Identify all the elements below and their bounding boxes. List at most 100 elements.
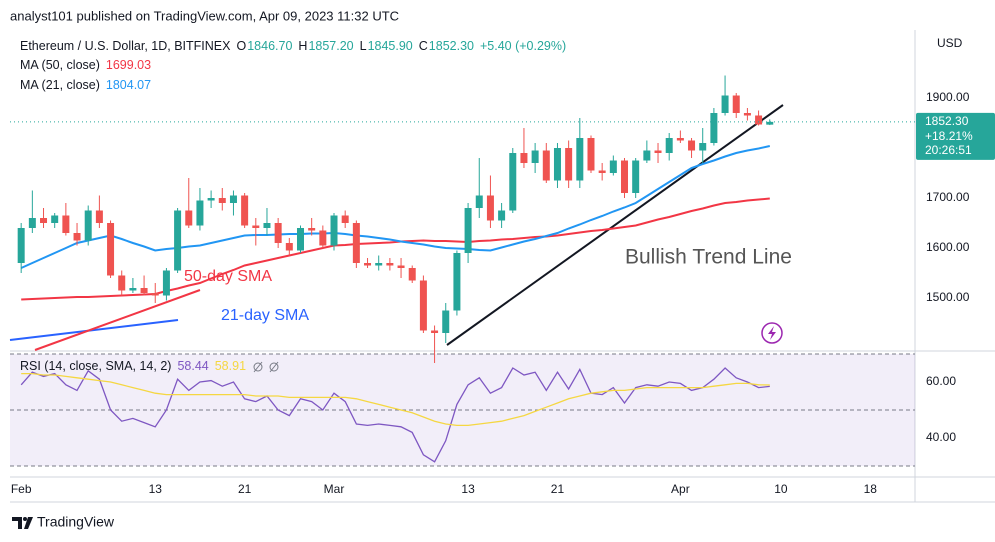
- moving-average: [20, 145, 771, 269]
- candle-body: [419, 280, 427, 331]
- candle-body: [609, 160, 617, 173]
- last-price-change: +18.21%: [925, 129, 973, 143]
- candle-body: [140, 288, 148, 293]
- candle-body: [531, 150, 539, 163]
- chart-frame: [10, 30, 995, 503]
- legend-key: O: [236, 39, 247, 53]
- candle-body: [665, 138, 673, 153]
- x-tick-label: 21: [551, 482, 565, 496]
- candle-body: [151, 293, 159, 296]
- candle-body: [565, 148, 573, 181]
- legend-value: 1857.20: [308, 39, 354, 53]
- candle-body: [721, 95, 729, 113]
- candle-body: [431, 330, 439, 333]
- candle-body: [632, 160, 640, 193]
- legend-main: Ethereum / U.S. Dollar, 1D, BITFINEX O184…: [20, 39, 572, 53]
- candle-body: [107, 223, 115, 276]
- candle-body: [643, 150, 651, 161]
- candle-body: [95, 210, 103, 223]
- legend-value: 1846.70: [247, 39, 293, 53]
- candle-body: [397, 265, 405, 268]
- legend-key: C: [418, 39, 428, 53]
- legend-ma-value: 1699.03: [105, 58, 152, 72]
- candle-body: [755, 115, 763, 125]
- annotation: 21-day SMA: [221, 307, 309, 324]
- candle-body: [475, 195, 483, 208]
- legend-ma-name: MA (50, close): [20, 58, 100, 72]
- candle-body: [73, 233, 81, 241]
- candle-body: [766, 121, 774, 125]
- candle-body: [129, 288, 137, 291]
- candle-body: [676, 138, 684, 141]
- candle-body: [296, 228, 304, 251]
- legend-rsi-title: RSI (14, close, SMA, 14, 2): [20, 359, 172, 373]
- candle-body: [520, 153, 528, 163]
- candle-body: [386, 263, 394, 266]
- candle-body: [28, 218, 36, 228]
- candle-body: [375, 263, 383, 266]
- moving-average: [21, 197, 770, 301]
- tradingview-logo: [12, 517, 33, 529]
- x-tick-label: Mar: [324, 482, 345, 496]
- candle-body: [17, 228, 25, 263]
- x-tick-label: 10: [774, 482, 788, 496]
- candle-body: [486, 195, 494, 221]
- candle-body: [162, 270, 170, 296]
- candle-body: [285, 243, 293, 251]
- candle-body: [732, 95, 740, 113]
- candle-body: [621, 160, 629, 193]
- rsi-tick-label: 60.00: [926, 374, 956, 388]
- last-price: 1852.30: [925, 114, 969, 128]
- candle-body: [84, 210, 92, 241]
- x-tick-label: Feb: [11, 482, 32, 496]
- candle-body: [241, 195, 249, 226]
- drawn-line-red: [34, 289, 201, 351]
- candle-body: [118, 275, 126, 291]
- legend-key: H: [298, 39, 308, 53]
- candle-body: [51, 215, 59, 223]
- legend-ma21: MA (21, close) 1804.07: [20, 78, 157, 92]
- candle-body: [442, 310, 450, 333]
- candle-body: [185, 210, 193, 226]
- x-tick-label: 13: [461, 482, 475, 496]
- candle-body: [252, 225, 260, 228]
- drawn-line-blue: [9, 319, 179, 341]
- x-tick-label: 18: [864, 482, 878, 496]
- candle-body: [229, 195, 237, 203]
- y-tick-label: 1700.00: [926, 190, 970, 204]
- publish-info: analyst101 published on TradingView.com,…: [10, 8, 399, 23]
- candle-body: [352, 223, 360, 263]
- legend-title: Ethereum / U.S. Dollar, 1D, BITFINEX: [20, 39, 231, 53]
- x-tick-label: 13: [149, 482, 163, 496]
- candle-body: [196, 200, 204, 226]
- rsi-bands: [10, 353, 915, 467]
- legend-ma-name: MA (21, close): [20, 78, 100, 92]
- currency-label: USD: [937, 36, 963, 50]
- candle-body: [542, 150, 550, 181]
- candle-body: [576, 138, 584, 181]
- candle-body: [509, 153, 517, 211]
- legend-change: +5.40 (+0.29%): [479, 39, 567, 53]
- legend-rsi-value: 58.44: [177, 359, 209, 373]
- candle-body: [598, 170, 606, 173]
- candle-body: [453, 253, 461, 311]
- candle-body: [553, 148, 561, 181]
- legend-key: L: [359, 39, 367, 53]
- rsi-line: [21, 372, 770, 427]
- candle-body: [308, 228, 316, 231]
- hidden-icons: [253, 361, 279, 373]
- candle-body: [62, 215, 70, 233]
- candle-body: [464, 208, 472, 253]
- candle-body: [330, 215, 338, 246]
- y-tick-label: 1600.00: [926, 240, 970, 254]
- legend-ma50: MA (50, close) 1699.03: [20, 58, 157, 72]
- legend-rsi: RSI (14, close, SMA, 14, 2) 58.44 58.91: [20, 359, 288, 373]
- x-tick-label: 21: [238, 482, 252, 496]
- rsi-tick-label: 40.00: [926, 430, 956, 444]
- candle-body: [274, 223, 282, 243]
- y-tick-label: 1500.00: [926, 290, 970, 304]
- legend-value: 1845.90: [367, 39, 413, 53]
- legend-ma-value: 1804.07: [105, 78, 152, 92]
